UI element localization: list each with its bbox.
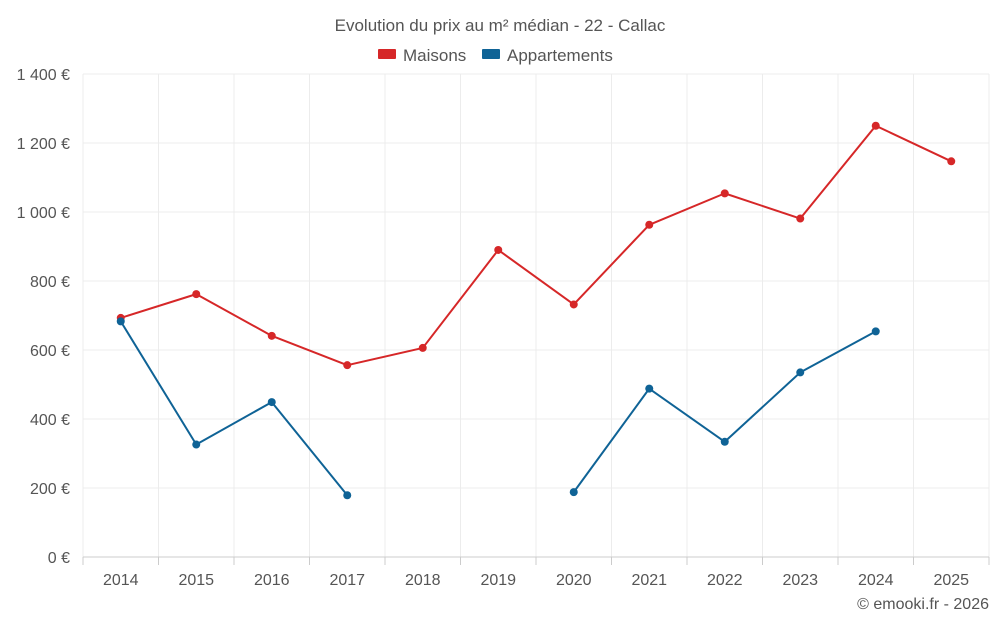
x-tick-label: 2018 [405,572,441,589]
legend-swatch-maisons [378,49,396,59]
legend-item-maisons[interactable]: Maisons [378,46,466,65]
x-tick-label: 2022 [707,572,743,589]
data-point-appartements[interactable]: Appartements 2024: 654 [871,327,880,336]
legend: Maisons Appartements [378,46,613,65]
y-tick-label: 1 200 € [17,136,70,153]
x-tick-label: 2025 [933,572,969,589]
data-point-maisons[interactable]: Maisons 2015: 762 [192,290,201,299]
x-tick-label: 2015 [178,572,214,589]
credit-text: © emooki.fr - 2026 [857,596,989,613]
y-tick-label: 1 400 € [17,67,70,84]
data-point-appartements[interactable]: Appartements 2015: 326 [192,440,201,449]
series-appartements: Appartements 2014: 683 Appartements 2015:… [116,317,880,500]
data-point-appartements[interactable]: Appartements 2014: 683 [116,317,125,326]
data-point-maisons[interactable]: Maisons 2017: 556 [343,361,352,370]
x-tick-label: 2014 [103,572,139,589]
data-point-appartements[interactable]: Appartements 2016: 449 [267,398,276,407]
series-line-appartements [572,330,877,494]
data-point-maisons[interactable]: Maisons 2018: 606 [418,343,427,352]
series-maisons: Maisons 2014: 693Maisons 2015: 762Maison… [116,121,956,370]
data-point-appartements[interactable]: Appartements 2017: 179 [343,491,352,500]
series-group: Maisons 2014: 693Maisons 2015: 762Maison… [116,121,956,500]
legend-label-appartements: Appartements [507,46,613,65]
data-point-appartements[interactable]: Appartements 2021: 488 [645,384,654,393]
data-point-appartements[interactable]: Appartements 2020: 188 [569,488,578,497]
data-point-maisons[interactable]: Maisons 2023: 981 [796,214,805,223]
y-tick-label: 600 € [30,343,70,360]
data-point-maisons[interactable]: Maisons 2019: 890 [494,245,503,254]
y-tick-label: 1 000 € [17,205,70,222]
x-tick-label: 2020 [556,572,592,589]
x-tick-label: 2023 [782,572,818,589]
data-point-appartements[interactable]: Appartements 2022: 334 [720,437,729,446]
data-point-maisons[interactable]: Maisons 2022: 1054 [720,189,729,198]
x-tick-label: 2019 [480,572,516,589]
chart-title: Evolution du prix au m² médian - 22 - Ca… [335,16,666,35]
series-line-appartements [119,320,349,497]
y-tick-label: 800 € [30,274,70,291]
data-point-maisons[interactable]: Maisons 2021: 963 [645,220,654,229]
data-point-appartements[interactable]: Appartements 2023: 535 [796,368,805,377]
x-tick-label: 2024 [858,572,894,589]
series-line-maisons [119,124,953,367]
legend-swatch-appartements [482,49,500,59]
grid [82,73,990,557]
data-point-maisons[interactable]: Maisons 2016: 641 [267,331,276,340]
x-tick-label: 2017 [329,572,365,589]
y-tick-label: 400 € [30,412,70,429]
x-tick-label: 2016 [254,572,290,589]
y-tick-label: 0 € [48,550,70,567]
data-point-maisons[interactable]: Maisons 2024: 1250 [871,121,880,130]
data-point-maisons[interactable]: Maisons 2020: 732 [569,300,578,309]
legend-label-maisons: Maisons [403,46,466,65]
y-tick-label: 200 € [30,481,70,498]
legend-item-appartements[interactable]: Appartements [482,46,613,65]
x-tick-label: 2021 [631,572,667,589]
axes: 0 € 200 € 400 € 600 € 800 € 1 000 € 1 200 € 1 4… [17,67,990,589]
data-point-maisons[interactable]: Maisons 2025: 1147 [947,157,956,166]
